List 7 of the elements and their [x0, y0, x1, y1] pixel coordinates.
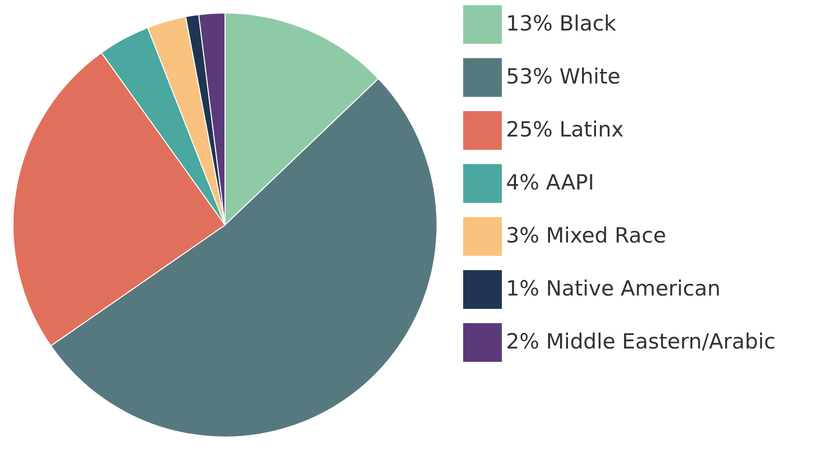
legend-label: 1% Native American — [506, 276, 721, 300]
legend-label: 13% Black — [506, 12, 618, 36]
legend-label: 4% AAPI — [506, 170, 594, 194]
legend-label: 25% Latinx — [506, 118, 624, 142]
legend-label: 2% Middle Eastern/Arabic — [506, 330, 776, 354]
legend-label: 3% Mixed Race — [506, 224, 666, 248]
legend-label: 53% White — [506, 64, 620, 88]
